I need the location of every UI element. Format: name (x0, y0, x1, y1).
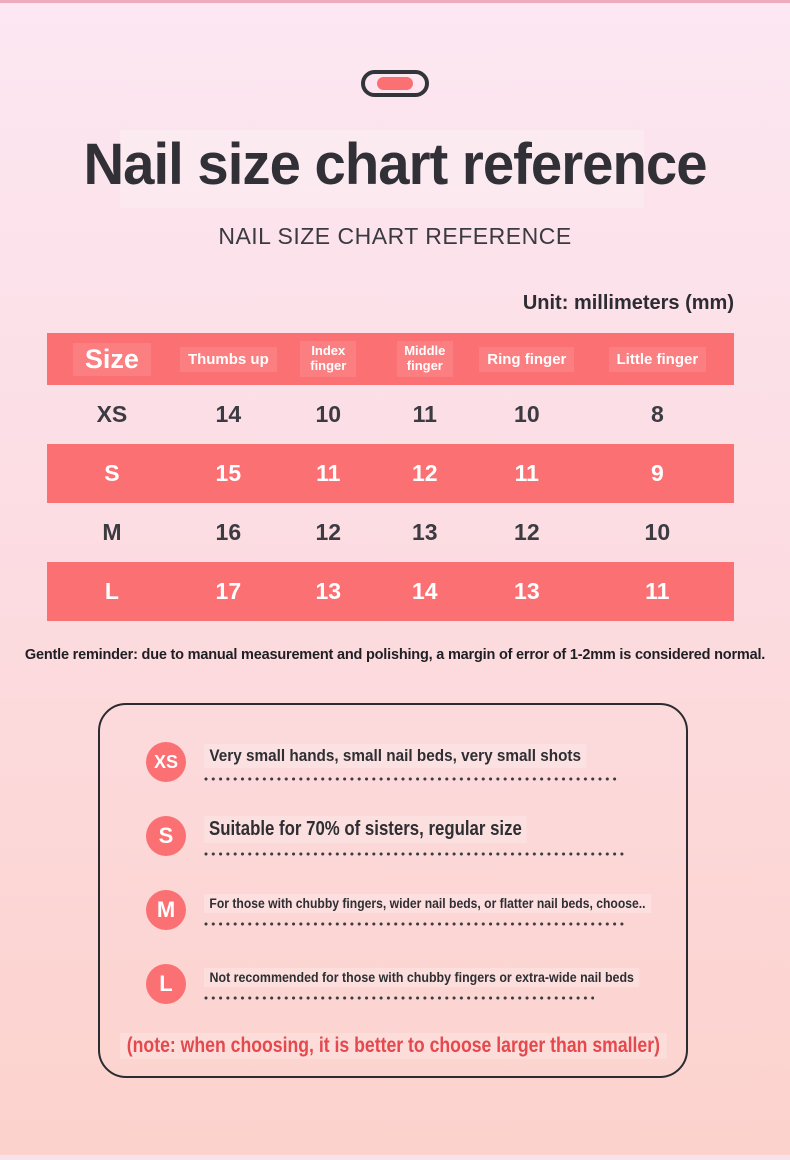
pill-toggle-icon (361, 70, 429, 97)
size-badge-m: M (146, 890, 186, 930)
value-cell: 12 (315, 519, 342, 545)
dotted-divider (204, 852, 624, 856)
column-header-size: Size (72, 342, 151, 376)
value-cell: 11 (412, 401, 437, 427)
value-cell: 11 (645, 578, 670, 604)
value-cell: 9 (650, 460, 664, 486)
page-title: Nail size chart reference (83, 132, 707, 197)
column-header-index: Index finger (300, 341, 357, 377)
value-cell: 10 (315, 401, 342, 427)
size-guide-box: XS Very small hands, small nail beds, ve… (98, 703, 688, 1078)
size-badge-xs: XS (146, 742, 186, 782)
value-cell: 16 (215, 519, 242, 545)
guide-row-s: S Suitable for 70% of sisters, regular s… (100, 799, 686, 873)
value-cell: 13 (412, 519, 438, 545)
choosing-note-text: (note: when choosing, it is better to ch… (119, 1033, 667, 1059)
size-cell: S (104, 460, 120, 486)
choosing-note: (note: when choosing, it is better to ch… (100, 1033, 686, 1059)
guide-text: Not recommended for those with chubby fi… (204, 968, 640, 987)
size-badge-s: S (146, 816, 186, 856)
value-cell: 14 (215, 401, 242, 427)
guide-text: For those with chubby fingers, wider nai… (204, 894, 651, 913)
value-cell: 11 (514, 460, 539, 486)
dotted-divider (204, 922, 624, 926)
column-header-ring: Ring finger (479, 346, 575, 372)
value-cell: 11 (316, 460, 341, 486)
value-cell: 13 (315, 578, 342, 604)
value-cell: 10 (514, 401, 540, 427)
value-cell: 10 (644, 519, 671, 545)
value-cell: 8 (650, 401, 664, 427)
title-highlight-band (120, 130, 644, 208)
table-row-l: L 17 13 14 13 11 (47, 562, 734, 621)
table-row-m: M 16 12 13 12 10 (47, 503, 734, 562)
value-cell: 14 (412, 578, 438, 604)
value-cell: 12 (412, 460, 438, 486)
dotted-divider (204, 996, 594, 1000)
table-row-xs: XS 14 10 11 10 8 (47, 385, 734, 444)
size-table: Size Thumbs up Index finger Middle finge… (47, 333, 734, 621)
column-header-thumb: Thumbs up (179, 346, 277, 372)
unit-label: Unit: millimeters (mm) (522, 292, 734, 314)
value-cell: 12 (514, 519, 540, 545)
guide-row-xs: XS Very small hands, small nail beds, ve… (100, 725, 686, 799)
column-header-middle: Middle finger (396, 341, 453, 377)
size-cell: M (102, 519, 122, 545)
size-badge-l: L (146, 964, 186, 1004)
dotted-divider (204, 776, 619, 781)
size-cell: L (104, 578, 119, 604)
guide-text: Suitable for 70% of sisters, regular siz… (204, 816, 527, 843)
top-edge-strip (0, 0, 790, 3)
page-subtitle: NAIL SIZE CHART REFERENCE (218, 223, 572, 249)
value-cell: 17 (215, 578, 242, 604)
guide-row-l: L Not recommended for those with chubby … (100, 947, 686, 1021)
column-header-little: Little finger (608, 346, 707, 372)
value-cell: 15 (215, 460, 242, 486)
table-row-s: S 15 11 12 11 9 (47, 444, 734, 503)
pill-toggle-icon-fill (377, 77, 413, 90)
size-cell: XS (96, 401, 128, 427)
table-header-row: Size Thumbs up Index finger Middle finge… (47, 333, 734, 385)
guide-text: Very small hands, small nail beds, very … (204, 743, 587, 768)
bottom-edge-strip (0, 1155, 790, 1160)
guide-row-m: M For those with chubby fingers, wider n… (100, 873, 686, 947)
value-cell: 13 (514, 578, 540, 604)
gentle-reminder-text: Gentle reminder: due to manual measureme… (24, 647, 766, 663)
